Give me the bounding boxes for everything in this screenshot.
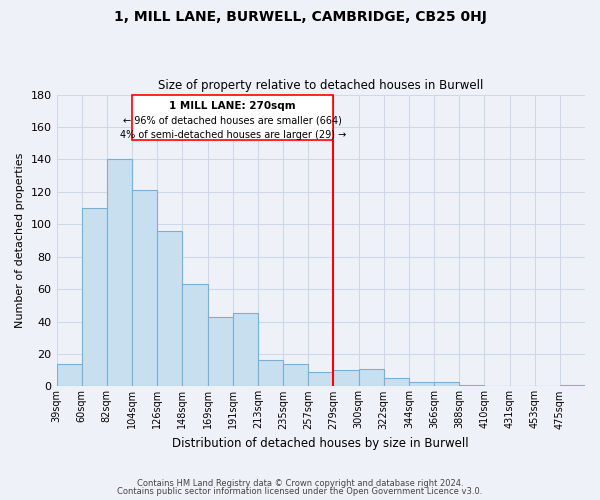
Bar <box>208 316 233 386</box>
Text: Contains HM Land Registry data © Crown copyright and database right 2024.: Contains HM Land Registry data © Crown c… <box>137 478 463 488</box>
X-axis label: Distribution of detached houses by size in Burwell: Distribution of detached houses by size … <box>172 437 469 450</box>
Text: 1, MILL LANE, BURWELL, CAMBRIDGE, CB25 0HJ: 1, MILL LANE, BURWELL, CAMBRIDGE, CB25 0… <box>113 10 487 24</box>
Text: ← 96% of detached houses are smaller (664): ← 96% of detached houses are smaller (66… <box>123 116 342 126</box>
Y-axis label: Number of detached properties: Number of detached properties <box>15 153 25 328</box>
Text: Contains public sector information licensed under the Open Government Licence v3: Contains public sector information licen… <box>118 487 482 496</box>
Bar <box>383 378 409 386</box>
Text: 4% of semi-detached houses are larger (29) →: 4% of semi-detached houses are larger (2… <box>119 130 346 140</box>
FancyBboxPatch shape <box>132 94 334 140</box>
Bar <box>334 370 359 386</box>
Bar <box>283 364 308 386</box>
Bar <box>182 284 208 386</box>
Bar <box>308 372 334 386</box>
Text: 1 MILL LANE: 270sqm: 1 MILL LANE: 270sqm <box>169 101 296 111</box>
Bar <box>107 160 132 386</box>
Bar <box>359 368 383 386</box>
Bar <box>157 230 182 386</box>
Bar <box>132 190 157 386</box>
Bar <box>258 360 283 386</box>
Bar <box>560 385 585 386</box>
Bar <box>409 382 434 386</box>
Bar <box>459 385 484 386</box>
Bar <box>233 314 258 386</box>
Bar <box>82 208 107 386</box>
Title: Size of property relative to detached houses in Burwell: Size of property relative to detached ho… <box>158 79 484 92</box>
Bar <box>56 364 82 386</box>
Bar <box>434 382 459 386</box>
